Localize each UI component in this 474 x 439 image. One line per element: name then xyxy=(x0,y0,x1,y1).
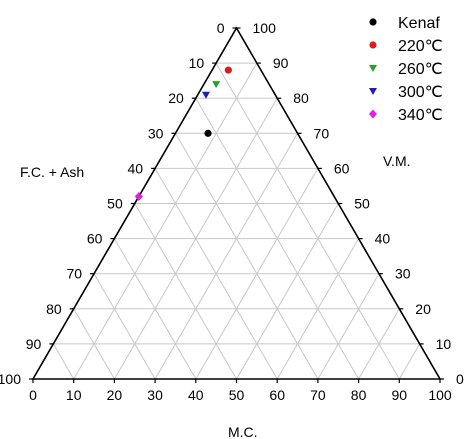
legend-label: 300℃ xyxy=(398,84,443,101)
legend-label: 260℃ xyxy=(398,61,443,78)
legend-marker xyxy=(369,18,377,26)
right-tick-label: 10 xyxy=(436,336,452,352)
data-point xyxy=(134,191,143,201)
tick-labels: 0 0 0 10 10 10 20 20 20 30 30 30 40 40 40 50 50 50 60 60 60 7… xyxy=(0,20,464,403)
right-tick-label: 0 xyxy=(456,371,464,387)
right-axis-label: V.M. xyxy=(383,153,411,169)
bottom-tick-label: 30 xyxy=(147,387,163,403)
legend-marker xyxy=(369,41,377,49)
grid-line xyxy=(317,273,380,380)
bottom-tick-label: 10 xyxy=(66,387,82,403)
right-tick-label: 60 xyxy=(334,160,350,176)
grid-line xyxy=(215,62,400,380)
bottom-axis-label: M.C. xyxy=(228,424,258,439)
data-point xyxy=(224,66,232,74)
bottom-tick-label: 70 xyxy=(310,387,326,403)
data-point xyxy=(201,91,210,99)
grid-lines xyxy=(52,62,421,380)
bottom-tick-label: 0 xyxy=(29,387,37,403)
bottom-tick-label: 20 xyxy=(107,387,123,403)
right-tick-label: 80 xyxy=(293,90,309,106)
right-tick-label: 100 xyxy=(253,20,277,36)
data-point xyxy=(204,129,212,137)
right-tick-label: 90 xyxy=(273,55,289,71)
legend-label: Kenaf xyxy=(398,15,440,32)
right-tick-label: 50 xyxy=(354,196,370,212)
data-point xyxy=(212,81,221,89)
legend: Kenaf 220℃ 260℃ 300℃ 340℃ xyxy=(369,15,443,124)
grid-line xyxy=(154,133,298,380)
right-tick-label: 70 xyxy=(314,125,330,141)
bottom-tick-label: 100 xyxy=(428,387,452,403)
left-tick-label: 90 xyxy=(26,336,42,352)
grid-line xyxy=(236,203,339,380)
bottom-tick-label: 40 xyxy=(188,387,204,403)
left-tick-label: 100 xyxy=(0,371,21,387)
left-tick-label: 60 xyxy=(87,231,103,247)
legend-label: 220℃ xyxy=(398,38,443,55)
left-tick-label: 80 xyxy=(46,301,62,317)
left-axis-label: F.C. + Ash xyxy=(20,164,84,180)
left-tick-label: 30 xyxy=(148,125,164,141)
bottom-tick-label: 50 xyxy=(229,387,245,403)
grid-line xyxy=(175,133,319,380)
left-tick-label: 70 xyxy=(66,266,82,282)
grid-line xyxy=(134,203,237,380)
left-tick-label: 40 xyxy=(128,160,144,176)
grid-line xyxy=(358,308,400,380)
bottom-tick-label: 80 xyxy=(351,387,367,403)
legend-item: 260℃ xyxy=(369,61,443,78)
right-tick-label: 20 xyxy=(415,301,431,317)
legend-item: 340℃ xyxy=(369,107,443,124)
bottom-tick-label: 90 xyxy=(392,387,408,403)
legend-item: 220℃ xyxy=(369,38,443,55)
data-points xyxy=(134,66,232,201)
left-tick-label: 50 xyxy=(107,196,123,212)
grid-line xyxy=(52,343,75,380)
grid-line xyxy=(73,62,258,380)
legend-item: Kenaf xyxy=(369,15,440,32)
legend-label: 340℃ xyxy=(398,107,443,124)
right-tick-label: 40 xyxy=(375,231,391,247)
grid-line xyxy=(398,343,421,380)
bottom-tick-label: 60 xyxy=(269,387,285,403)
legend-marker xyxy=(369,65,377,72)
legend-marker xyxy=(369,109,377,119)
left-tick-label: 10 xyxy=(189,55,205,71)
grid-line xyxy=(113,238,197,380)
grid-line xyxy=(73,308,115,380)
left-tick-label: 0 xyxy=(217,20,225,36)
left-tick-label: 20 xyxy=(168,90,184,106)
legend-item: 300℃ xyxy=(369,84,443,101)
legend-marker xyxy=(369,88,377,95)
grid-line xyxy=(276,238,360,380)
right-tick-label: 30 xyxy=(395,266,411,282)
grid-line xyxy=(93,273,156,380)
